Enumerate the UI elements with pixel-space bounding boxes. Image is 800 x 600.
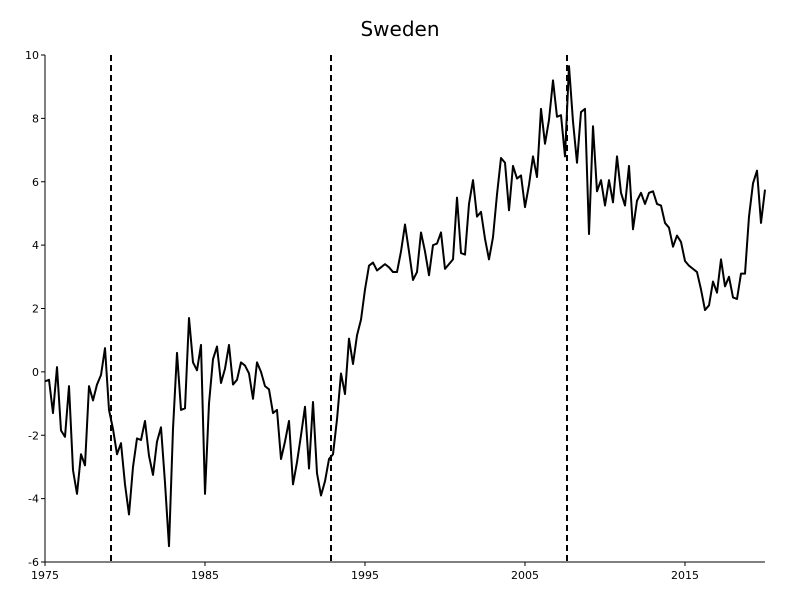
x-tick-label: 1985	[191, 569, 219, 582]
x-tick-label: 2015	[671, 569, 699, 582]
y-tick-label: -4	[28, 493, 39, 506]
y-tick-label: -6	[28, 556, 39, 569]
chart-title: Sweden	[360, 17, 439, 41]
data-line	[44, 65, 766, 548]
y-tick-label: -2	[28, 429, 39, 442]
y-tick-label: 4	[32, 239, 39, 252]
y-tick-label: 0	[32, 366, 39, 379]
x-tick-label: 2005	[511, 569, 539, 582]
x-tick-label: 1975	[31, 569, 59, 582]
y-tick-label: 8	[32, 112, 39, 125]
y-tick-label: 2	[32, 303, 39, 316]
y-tick-label: 10	[25, 49, 39, 62]
y-tick-label: 6	[32, 176, 39, 189]
x-tick-label: 1995	[351, 569, 379, 582]
